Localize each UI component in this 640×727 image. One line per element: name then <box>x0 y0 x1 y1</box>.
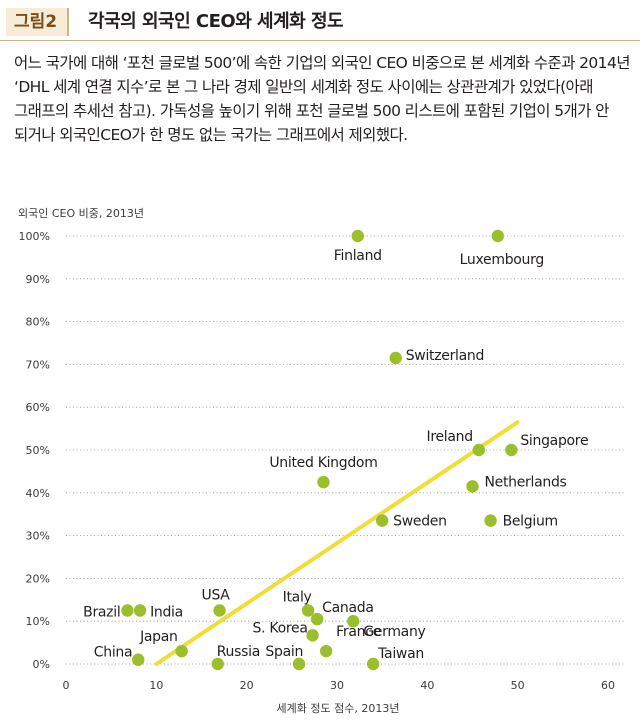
y-tick-label: 60% <box>26 401 50 414</box>
y-tick-label: 100% <box>19 230 50 243</box>
data-point <box>306 629 319 642</box>
data-point <box>484 514 497 527</box>
y-tick-label: 10% <box>26 615 50 628</box>
data-point <box>133 604 147 617</box>
y-tick-label: 20% <box>26 572 50 585</box>
y-tick-label: 50% <box>26 444 50 457</box>
figure-header: 그림2 각국의 외국인 CEO와 세계화 정도 <box>0 0 640 44</box>
data-point <box>505 443 518 457</box>
scatter-chart: Finland Luxembourg Switzerland Ireland Singa… <box>18 207 625 715</box>
point-label: Taiwan <box>377 646 424 662</box>
x-tick-label: 0 <box>63 679 70 692</box>
point-label: Singapore <box>520 433 588 449</box>
x-tick-labels: 0 10 20 30 40 50 60 <box>63 679 616 692</box>
header-rule <box>0 40 640 41</box>
point-label: Belgium <box>503 514 558 530</box>
y-tick-label: 90% <box>26 273 50 286</box>
data-point <box>211 657 224 671</box>
x-tick-label: 30 <box>330 679 344 692</box>
x-tick-label: 10 <box>149 679 163 692</box>
x-tick-label: 50 <box>511 679 525 692</box>
point-label: S. Korea <box>253 620 308 636</box>
y-axis-title: 외국인 CEO 비중, 2013년 <box>18 207 144 220</box>
data-point <box>347 615 360 628</box>
data-point <box>310 612 324 626</box>
point-label: Russia <box>217 644 260 660</box>
y-tick-label: 40% <box>26 487 50 500</box>
x-tick-label: 20 <box>240 679 254 692</box>
data-point <box>472 443 486 457</box>
data-point <box>213 604 226 617</box>
point-label: France <box>336 624 381 640</box>
data-point <box>351 229 364 243</box>
data-point <box>491 229 504 243</box>
point-label: United Kingdom <box>269 455 377 471</box>
data-point <box>132 653 145 666</box>
point-label: Switzerland <box>406 348 484 364</box>
y-tick-label: 30% <box>26 530 50 543</box>
y-tick-label: 0% <box>33 658 50 671</box>
point-label: Italy <box>283 590 312 606</box>
data-point <box>319 644 333 658</box>
data-point <box>375 514 389 527</box>
data-point <box>121 604 134 617</box>
data-point <box>292 657 306 671</box>
y-tick-labels: 0% 10% 20% 30% 40% 50% 60% 70% 80% 90% 100% <box>19 230 50 671</box>
point-label: Canada <box>322 600 373 616</box>
figure-label: 그림2 <box>6 8 70 36</box>
point-label: India <box>150 605 183 621</box>
x-axis-title: 세계화 정도 점수, 2013년 <box>277 702 400 715</box>
trendline <box>154 420 520 666</box>
data-point <box>301 604 315 617</box>
y-tick-label: 80% <box>26 316 50 329</box>
point-label: Spain <box>265 644 303 660</box>
point-label: Brazil <box>83 605 120 621</box>
data-point <box>466 480 479 493</box>
data-points: Finland Luxembourg Switzerland Ireland Singa… <box>83 229 589 671</box>
data-point <box>366 657 380 671</box>
trendline-group <box>154 420 520 666</box>
y-tick-label: 70% <box>26 358 50 371</box>
data-point <box>389 351 402 365</box>
x-tick-label: 60 <box>601 679 615 692</box>
chart-grid <box>66 235 625 665</box>
point-label: Finland <box>334 248 382 264</box>
point-label: Luxembourg <box>460 252 544 268</box>
point-label: Ireland <box>426 429 472 445</box>
point-label: Germany <box>363 624 425 640</box>
data-point <box>175 644 188 658</box>
point-label: China <box>94 645 133 661</box>
point-label: Sweden <box>393 514 447 530</box>
figure-caption: 어느 국가에 대해 ‘포천 글로벌 500’에 속한 기업의 외국인 CEO 비… <box>14 54 630 144</box>
x-tick-label: 40 <box>420 679 434 692</box>
point-label: Netherlands <box>485 474 567 490</box>
point-label: Japan <box>139 629 178 645</box>
data-point <box>317 475 330 489</box>
point-label: USA <box>202 588 231 604</box>
figure-title: 각국의 외국인 CEO와 세계화 정도 <box>88 11 344 32</box>
